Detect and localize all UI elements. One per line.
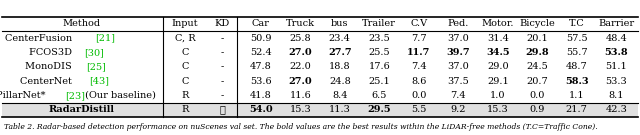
Bar bbox=[2, 103, 638, 117]
Text: 15.3: 15.3 bbox=[289, 105, 311, 114]
Text: -: - bbox=[220, 34, 223, 43]
Text: 0.0: 0.0 bbox=[529, 91, 545, 100]
Text: 48.7: 48.7 bbox=[566, 62, 588, 71]
Text: [43]: [43] bbox=[90, 77, 109, 86]
Text: 29.0: 29.0 bbox=[487, 62, 509, 71]
Text: 23.4: 23.4 bbox=[329, 34, 351, 43]
Text: C: C bbox=[181, 48, 189, 57]
Text: [30]: [30] bbox=[84, 48, 104, 57]
Text: 1.1: 1.1 bbox=[569, 91, 584, 100]
Text: bus: bus bbox=[331, 19, 349, 28]
Text: 29.8: 29.8 bbox=[525, 48, 549, 57]
Text: 0.9: 0.9 bbox=[529, 105, 545, 114]
Text: 53.3: 53.3 bbox=[605, 77, 627, 86]
Text: 20.1: 20.1 bbox=[526, 34, 548, 43]
Text: C, R: C, R bbox=[175, 34, 195, 43]
Text: 48.4: 48.4 bbox=[605, 34, 627, 43]
Text: 37.5: 37.5 bbox=[447, 77, 469, 86]
Text: 58.3: 58.3 bbox=[565, 77, 589, 86]
Text: 37.0: 37.0 bbox=[447, 62, 469, 71]
Text: Table 2. Radar-based detection performance on nuScenes val set. The bold values : Table 2. Radar-based detection performan… bbox=[4, 123, 598, 131]
Text: 8.4: 8.4 bbox=[332, 91, 348, 100]
Text: 1.0: 1.0 bbox=[490, 91, 506, 100]
Text: CenterNet: CenterNet bbox=[20, 77, 75, 86]
Text: 8.1: 8.1 bbox=[609, 91, 624, 100]
Text: Motor.: Motor. bbox=[481, 19, 514, 28]
Text: 53.6: 53.6 bbox=[250, 77, 271, 86]
Text: 25.1: 25.1 bbox=[369, 77, 390, 86]
Text: -: - bbox=[220, 91, 223, 100]
Text: 50.9: 50.9 bbox=[250, 34, 271, 43]
Text: [21]: [21] bbox=[95, 34, 115, 43]
Text: 54.0: 54.0 bbox=[249, 105, 273, 114]
Text: Trailer: Trailer bbox=[362, 19, 396, 28]
Text: CenterFusion: CenterFusion bbox=[4, 34, 75, 43]
Text: 22.0: 22.0 bbox=[289, 62, 311, 71]
Text: 25.8: 25.8 bbox=[289, 34, 311, 43]
Text: 21.7: 21.7 bbox=[566, 105, 588, 114]
Text: FCOS3D: FCOS3D bbox=[29, 48, 75, 57]
Text: 57.5: 57.5 bbox=[566, 34, 588, 43]
Text: C: C bbox=[181, 62, 189, 71]
Text: -: - bbox=[220, 77, 223, 86]
Text: 7.4: 7.4 bbox=[411, 62, 427, 71]
Text: T.C: T.C bbox=[569, 19, 584, 28]
Text: 51.1: 51.1 bbox=[605, 62, 627, 71]
Text: Input: Input bbox=[172, 19, 198, 28]
Text: R: R bbox=[181, 105, 189, 114]
Text: [23]: [23] bbox=[65, 91, 85, 100]
Text: (Our baseline): (Our baseline) bbox=[82, 91, 156, 100]
Text: 11.3: 11.3 bbox=[329, 105, 351, 114]
Text: C.V: C.V bbox=[410, 19, 428, 28]
Text: 31.4: 31.4 bbox=[487, 34, 509, 43]
Text: RadarDistill: RadarDistill bbox=[49, 105, 115, 114]
Text: 18.8: 18.8 bbox=[329, 62, 351, 71]
Text: KD: KD bbox=[214, 19, 230, 28]
Text: 27.7: 27.7 bbox=[328, 48, 351, 57]
Text: Method: Method bbox=[63, 19, 101, 28]
Text: 17.6: 17.6 bbox=[369, 62, 390, 71]
Text: 24.5: 24.5 bbox=[526, 62, 548, 71]
Text: 24.8: 24.8 bbox=[329, 77, 351, 86]
Text: 39.7: 39.7 bbox=[447, 48, 470, 57]
Text: Barrier: Barrier bbox=[598, 19, 634, 28]
Text: 27.0: 27.0 bbox=[289, 77, 312, 86]
Text: ✓: ✓ bbox=[219, 105, 225, 114]
Text: 5.5: 5.5 bbox=[411, 105, 426, 114]
Text: 47.8: 47.8 bbox=[250, 62, 271, 71]
Text: 6.5: 6.5 bbox=[372, 91, 387, 100]
Text: 41.8: 41.8 bbox=[250, 91, 271, 100]
Text: Car: Car bbox=[252, 19, 269, 28]
Text: Bicycle: Bicycle bbox=[520, 19, 555, 28]
Text: 20.7: 20.7 bbox=[526, 77, 548, 86]
Text: C: C bbox=[181, 77, 189, 86]
Text: 11.6: 11.6 bbox=[289, 91, 311, 100]
Text: 25.5: 25.5 bbox=[369, 48, 390, 57]
Text: 34.5: 34.5 bbox=[486, 48, 509, 57]
Text: Ped.: Ped. bbox=[447, 19, 469, 28]
Text: 9.2: 9.2 bbox=[451, 105, 466, 114]
Text: 27.0: 27.0 bbox=[289, 48, 312, 57]
Text: MonoDIS: MonoDIS bbox=[25, 62, 75, 71]
Text: 29.1: 29.1 bbox=[487, 77, 509, 86]
Text: 11.7: 11.7 bbox=[407, 48, 431, 57]
Text: 8.6: 8.6 bbox=[411, 77, 426, 86]
Text: -: - bbox=[220, 62, 223, 71]
Text: 29.5: 29.5 bbox=[367, 105, 391, 114]
Text: 53.8: 53.8 bbox=[604, 48, 628, 57]
Text: PillarNet*: PillarNet* bbox=[0, 91, 49, 100]
Text: R: R bbox=[181, 91, 189, 100]
Text: 15.3: 15.3 bbox=[487, 105, 509, 114]
Text: 7.4: 7.4 bbox=[451, 91, 466, 100]
Text: 42.3: 42.3 bbox=[605, 105, 627, 114]
Text: 55.7: 55.7 bbox=[566, 48, 588, 57]
Text: -: - bbox=[220, 48, 223, 57]
Text: [25]: [25] bbox=[86, 62, 106, 71]
Text: 0.0: 0.0 bbox=[411, 91, 426, 100]
Text: Truck: Truck bbox=[285, 19, 315, 28]
Text: 52.4: 52.4 bbox=[250, 48, 271, 57]
Text: 7.7: 7.7 bbox=[411, 34, 427, 43]
Text: 37.0: 37.0 bbox=[447, 34, 469, 43]
Text: 23.5: 23.5 bbox=[369, 34, 390, 43]
